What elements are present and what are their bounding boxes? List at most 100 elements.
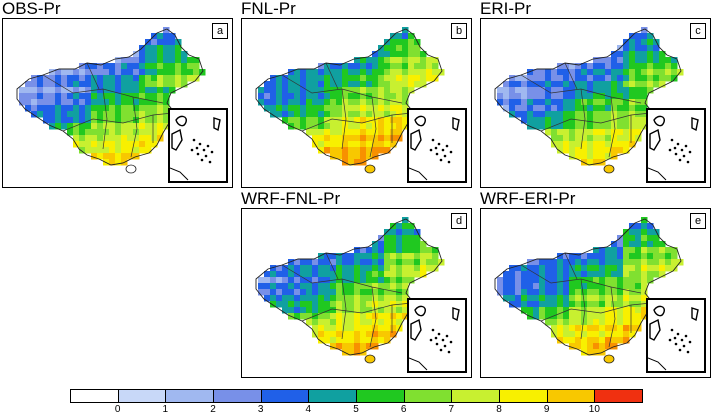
- precip-cell: [521, 265, 528, 272]
- precip-cell: [408, 45, 415, 52]
- precip-cell: [372, 265, 379, 272]
- precip-cell: [396, 105, 403, 112]
- precip-cell: [342, 259, 349, 266]
- precip-cell: [641, 111, 648, 118]
- precip-cell: [318, 325, 325, 332]
- precip-cell: [282, 295, 289, 302]
- precip-cell: [509, 105, 516, 112]
- precip-cell: [163, 63, 170, 70]
- precip-cell: [306, 117, 313, 124]
- precip-cell: [270, 289, 277, 296]
- precip-cell: [617, 141, 624, 148]
- precip-cell: [324, 331, 331, 338]
- precip-cell: [623, 265, 630, 272]
- precip-cell: [545, 319, 552, 326]
- precip-cell: [402, 105, 409, 112]
- precip-cell: [575, 123, 582, 130]
- precip-cell: [312, 105, 319, 112]
- inset-island-dot: [445, 144, 449, 148]
- precip-cell: [360, 111, 367, 118]
- precip-cell: [354, 289, 361, 296]
- precip-cell: [539, 75, 546, 82]
- precip-cell: [497, 87, 504, 94]
- precip-cell: [25, 81, 32, 88]
- precip-cell: [342, 253, 349, 260]
- precip-cell: [569, 69, 576, 76]
- precip-cell: [605, 301, 612, 308]
- precip-cell: [342, 99, 349, 106]
- precip-cell: [336, 63, 343, 70]
- precip-cell: [587, 87, 594, 94]
- precip-cell: [73, 129, 80, 136]
- south-china-sea-inset: [407, 298, 467, 373]
- precip-cell: [31, 75, 38, 82]
- precip-cell: [641, 39, 648, 46]
- precip-cell: [151, 39, 158, 46]
- precip-cell: [617, 313, 624, 320]
- precip-cell: [133, 87, 140, 94]
- precip-cell: [539, 105, 546, 112]
- precip-cell: [91, 81, 98, 88]
- precip-cell: [617, 129, 624, 136]
- precip-cell: [139, 51, 146, 58]
- precip-cell: [515, 277, 522, 284]
- precip-cell: [318, 69, 325, 76]
- precip-cell: [587, 117, 594, 124]
- precip-cell: [665, 265, 672, 272]
- precip-cell: [402, 75, 409, 82]
- inset-island-dot: [676, 142, 680, 146]
- precip-cell: [629, 247, 636, 254]
- precip-cell: [527, 81, 534, 88]
- precip-cell: [647, 253, 654, 260]
- precip-cell: [115, 153, 122, 160]
- precip-cell: [318, 265, 325, 272]
- province-boundary: [608, 286, 616, 348]
- precip-cell: [384, 301, 391, 308]
- precip-cell: [330, 147, 337, 154]
- inset-island-dot: [429, 338, 433, 342]
- precip-cell: [384, 45, 391, 52]
- precip-cell: [145, 45, 152, 52]
- precip-cell: [330, 313, 337, 320]
- precip-cell: [193, 57, 200, 64]
- precip-cell: [557, 325, 564, 332]
- precip-cell: [79, 135, 86, 142]
- precip-cell: [354, 87, 361, 94]
- precip-cell: [617, 295, 624, 302]
- precip-cell: [569, 147, 576, 154]
- precip-cell: [318, 271, 325, 278]
- precip-cell: [420, 75, 427, 82]
- precip-cell: [139, 123, 146, 130]
- precip-cell: [515, 111, 522, 118]
- precip-cell: [133, 51, 140, 58]
- precip-cell: [366, 147, 373, 154]
- precip-cell: [563, 81, 570, 88]
- precip-cell: [73, 75, 80, 82]
- inset-island-dot: [688, 150, 692, 154]
- precip-cell: [593, 123, 600, 130]
- precip-cell: [312, 295, 319, 302]
- precip-cell: [324, 117, 331, 124]
- precip-cell: [563, 147, 570, 154]
- precip-cell: [414, 45, 421, 52]
- precip-cell: [402, 33, 409, 40]
- precip-cell: [408, 87, 415, 94]
- precip-cell: [145, 147, 152, 154]
- precip-cell: [533, 105, 540, 112]
- precip-cell: [324, 259, 331, 266]
- precip-cell: [330, 123, 337, 130]
- precip-cell: [587, 159, 594, 166]
- precip-cell: [605, 153, 612, 160]
- precip-cell: [324, 129, 331, 136]
- precip-cell: [551, 295, 558, 302]
- precip-cell: [288, 301, 295, 308]
- precip-cell: [43, 75, 50, 82]
- precip-cell: [605, 87, 612, 94]
- precip-cell: [629, 81, 636, 88]
- precip-cell: [372, 289, 379, 296]
- precip-cell: [300, 271, 307, 278]
- precip-cell: [653, 81, 660, 88]
- precip-cell: [521, 301, 528, 308]
- precip-cell: [366, 331, 373, 338]
- precip-cell: [569, 141, 576, 148]
